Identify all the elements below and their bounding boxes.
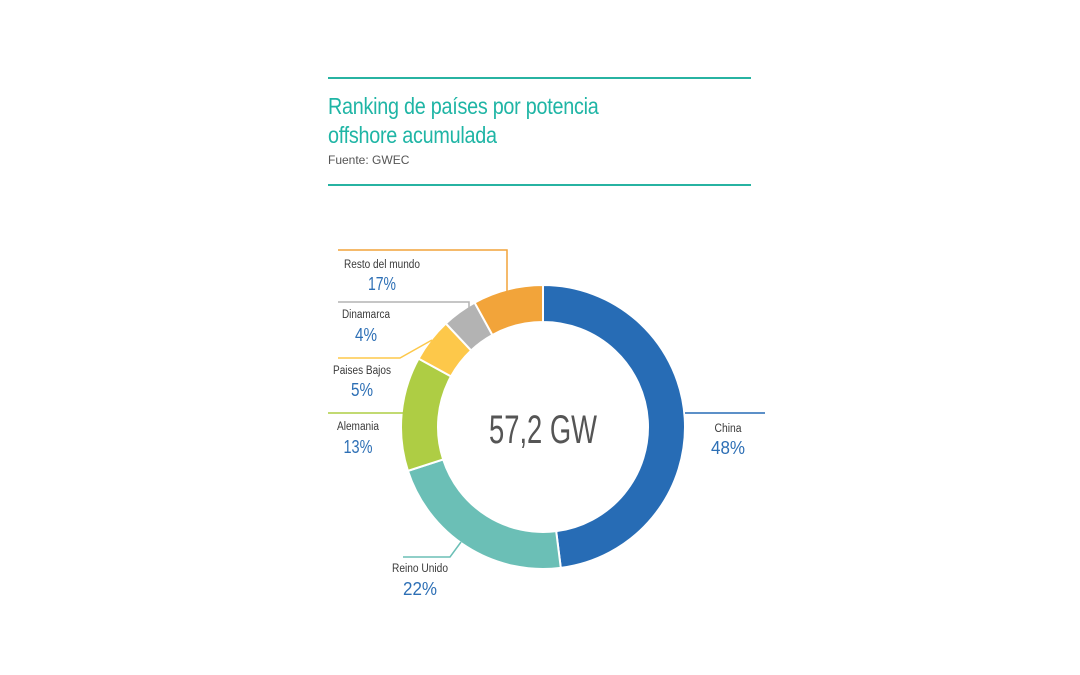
value-china: 48%: [711, 438, 745, 458]
value-resto-del-mundo: 17%: [368, 274, 396, 294]
label-alemania: Alemania: [337, 421, 380, 433]
slice-china: [542, 283, 686, 569]
slice-reino-unido: [406, 458, 562, 570]
label-resto-del-mundo: Resto del mundo: [344, 259, 420, 271]
value-alemania: 13%: [344, 437, 373, 457]
chart-title-line-2: offshore acumulada: [328, 122, 497, 148]
label-reino-unido: Reino Unido: [392, 563, 448, 575]
center-total-label: 57,2 GW: [489, 408, 597, 452]
leader-line-paises-bajos: [338, 339, 433, 359]
leader-line-reino-unido: [403, 541, 462, 558]
leader-line-resto-del-mundo: [338, 249, 508, 298]
value-reino-unido: 22%: [403, 579, 437, 599]
chart-title: Ranking de países por potencia offshore …: [328, 92, 689, 150]
chart-source: Fuente: GWEC: [328, 153, 410, 167]
label-dinamarca: Dinamarca: [342, 309, 391, 321]
label-paises-bajos: Paises Bajos: [333, 365, 391, 377]
value-paises-bajos: 5%: [351, 380, 373, 400]
value-dinamarca: 4%: [355, 325, 377, 345]
top-rule: [328, 77, 751, 79]
label-china: China: [715, 423, 743, 435]
slice-resto-del-mundo: [473, 283, 544, 337]
chart-title-line-1: Ranking de países por potencia: [328, 93, 599, 119]
slice-alemania: [400, 357, 453, 473]
leader-line-dinamarca: [338, 301, 470, 309]
bottom-rule: [328, 184, 751, 186]
